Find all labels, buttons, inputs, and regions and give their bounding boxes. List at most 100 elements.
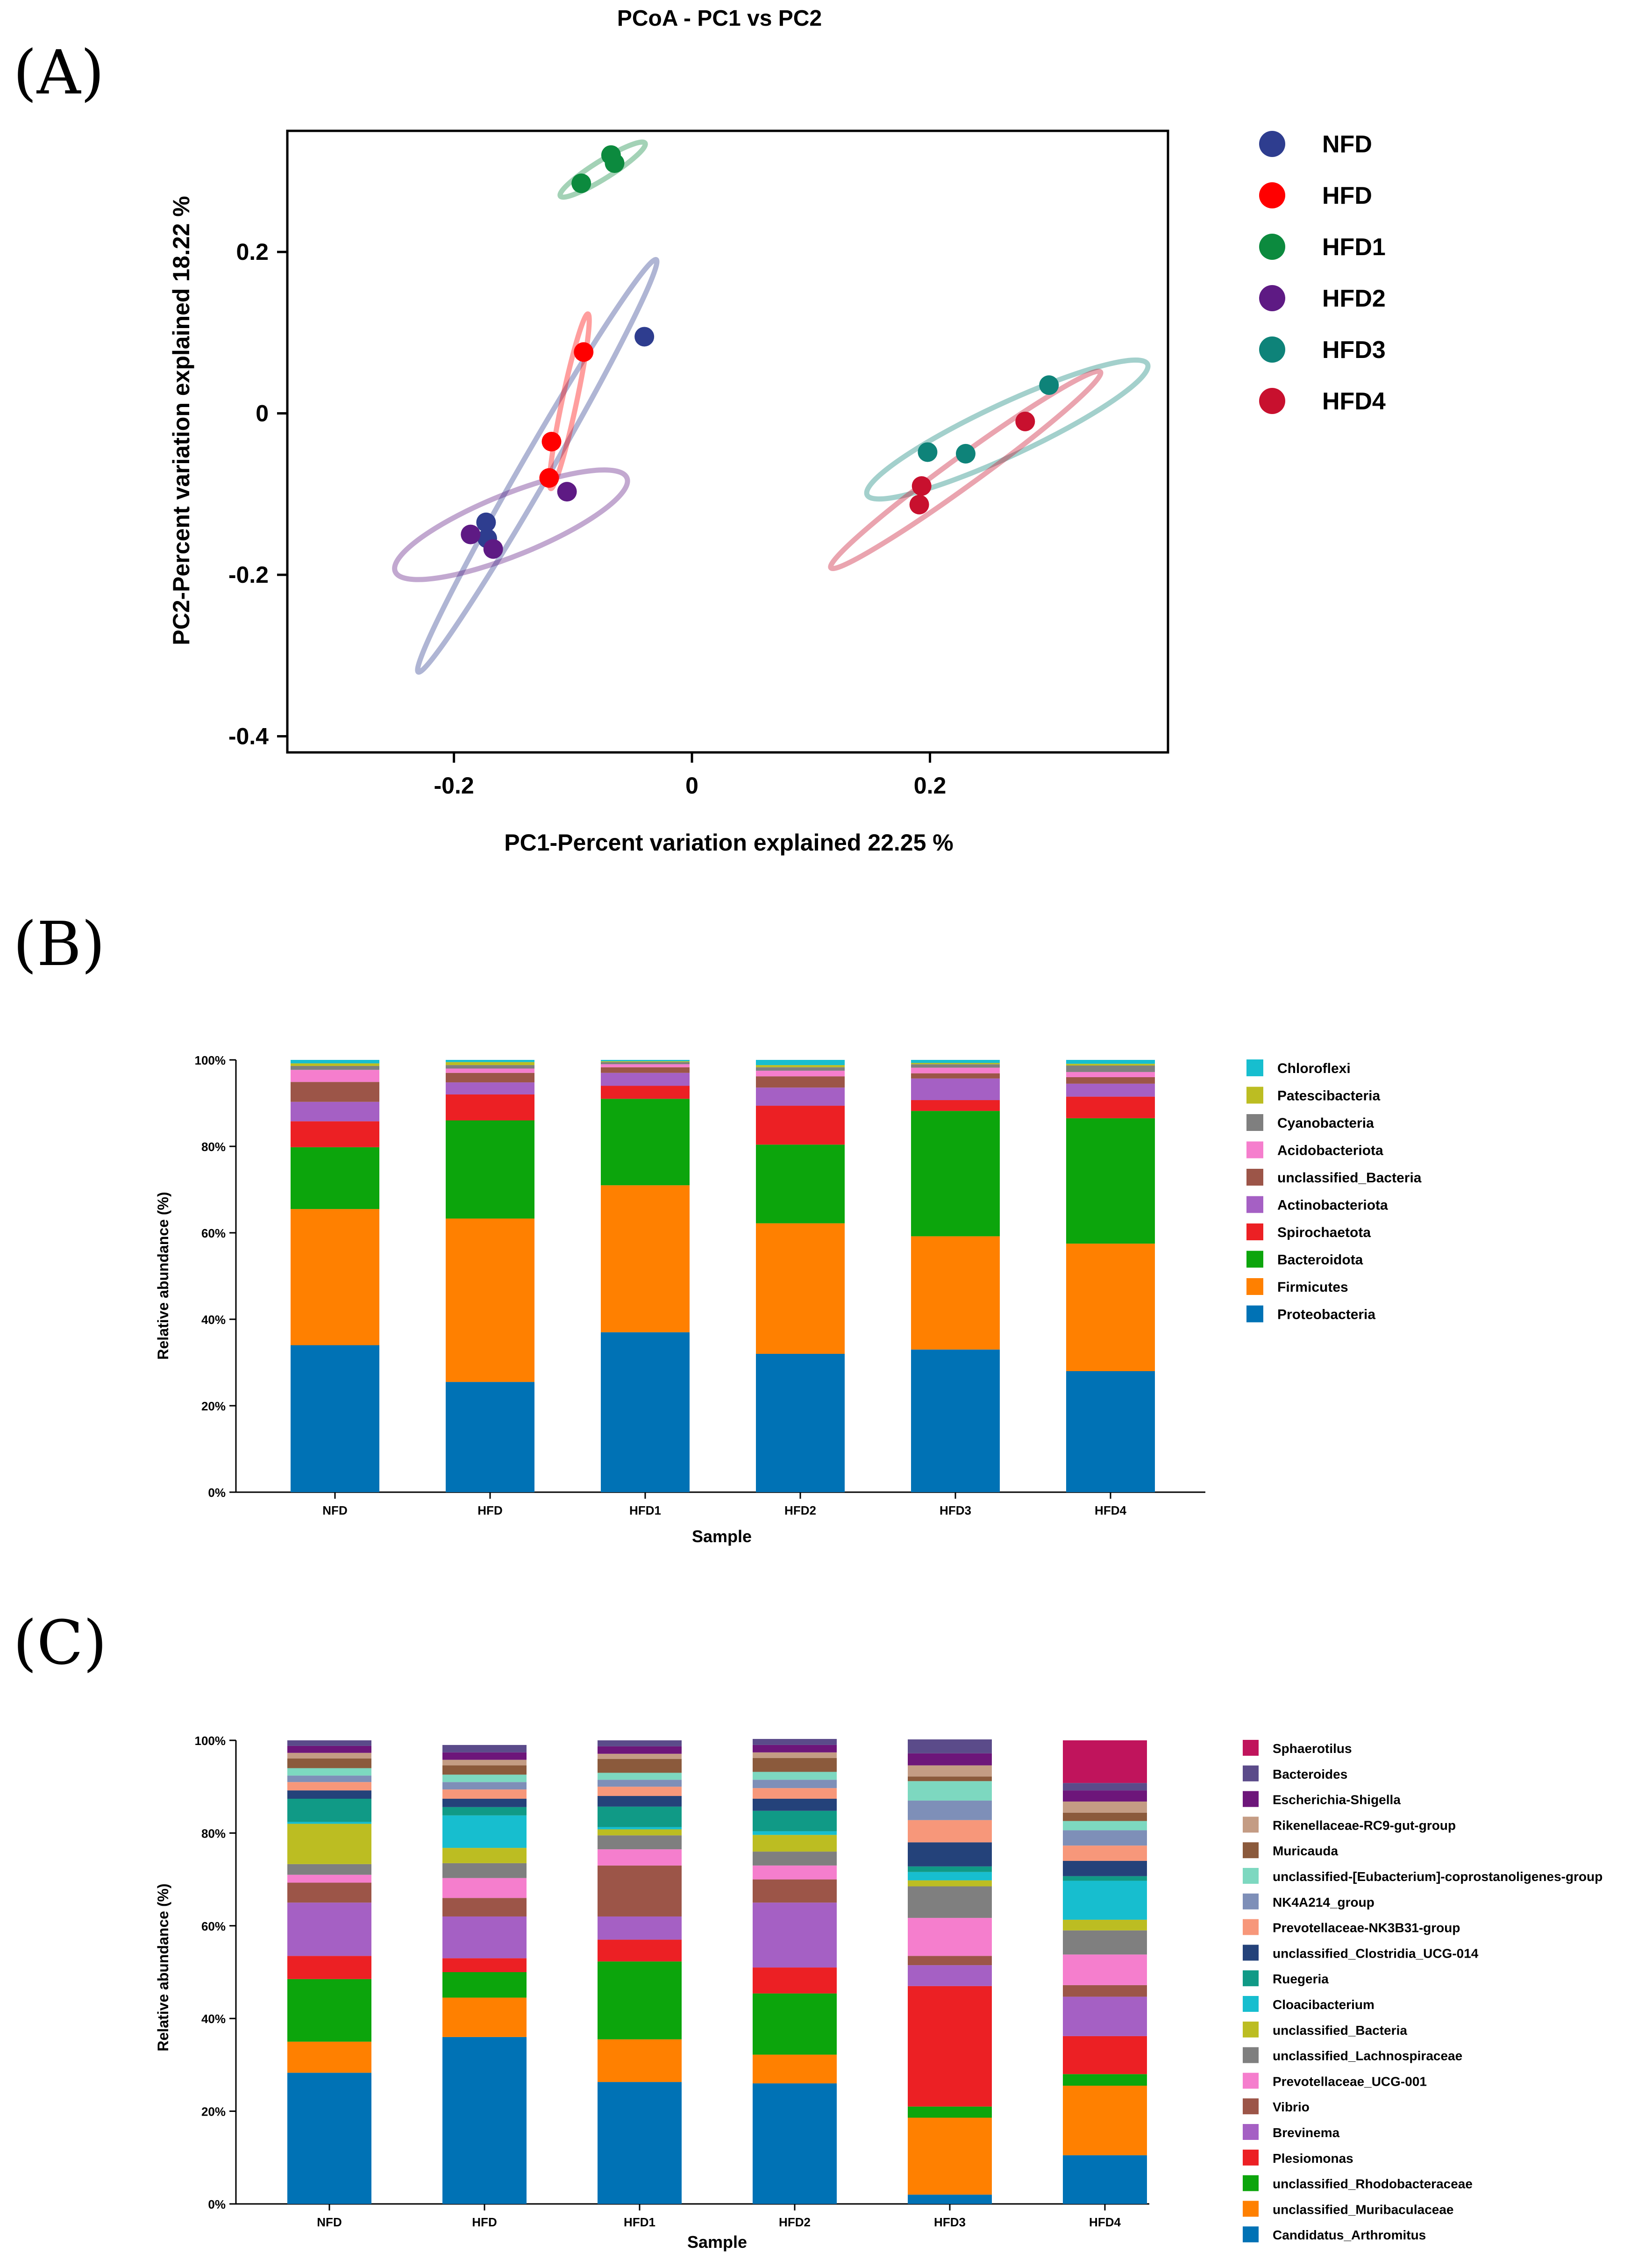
legend-swatch-vibrio — [1243, 2098, 1259, 2115]
bar-hfd3-unclassified-bacteria — [911, 1073, 1000, 1079]
x-tick-label-hfd3: HFD3 — [934, 2215, 966, 2229]
legend-label-unclassified-muribaculaceae: unclassified_Muribaculaceae — [1273, 2202, 1454, 2217]
bar-hfd4-prevotellaceae-ucg-001 — [1063, 1954, 1147, 1985]
legend-swatch-patescibacteria — [1246, 1087, 1263, 1104]
bar-hfd-unclassified-eubacterium-coprostanoligenes-group — [442, 1774, 527, 1782]
y-tick-label: 40% — [201, 1313, 226, 1327]
bar-nfd-candidatus-arthromitus — [287, 2073, 371, 2204]
legend-swatch-nk4a214-group — [1243, 1893, 1259, 1910]
bar-hfd4-cyanobacteria — [1066, 1066, 1155, 1072]
legend-label-unclassified-rhodobacteraceae: unclassified_Rhodobacteraceae — [1273, 2177, 1473, 2191]
legend-swatch-prevotellaceae-nk3b31-group — [1243, 1919, 1259, 1935]
bar-nfd-rikenellaceae-rc9-gut-group — [287, 1752, 371, 1759]
bar-nfd-brevinema — [287, 1902, 371, 1956]
bar-hfd4-firmicutes — [1066, 1244, 1155, 1371]
legend-swatch-cloacibacterium — [1243, 1996, 1259, 2012]
bar-nfd-unclassified-rhodobacteraceae — [287, 1979, 371, 2042]
bar-hfd-acidobacteriota — [446, 1068, 534, 1073]
bar-hfd4-unclassified-muribaculaceae — [1063, 2086, 1147, 2155]
y-tick-label: 80% — [201, 1826, 226, 1840]
bar-hfd1-unclassified-clostridia-ucg-014 — [598, 1796, 682, 1807]
pcoa-legend-marker-hfd1 — [1259, 234, 1285, 260]
x-tick-label-nfd: NFD — [322, 1503, 347, 1517]
bar-hfd4-bacteroides — [1063, 1783, 1147, 1791]
pcoa-legend-marker-hfd — [1259, 182, 1285, 208]
bar-hfd2-candidatus-arthromitus — [753, 2083, 837, 2204]
legend-swatch-brevinema — [1243, 2124, 1259, 2140]
bar-hfd3-firmicutes — [911, 1236, 1000, 1350]
x-tick-label-hfd4: HFD4 — [1089, 2215, 1121, 2229]
bar-nfd-chloroflexi — [291, 1060, 379, 1064]
legend-swatch-acidobacteriota — [1246, 1141, 1263, 1159]
legend-label-patescibacteria: Patescibacteria — [1277, 1088, 1380, 1104]
bar-nfd-unclassified-bacteria — [291, 1082, 379, 1102]
bar-hfd4-escherichia-shigella — [1063, 1790, 1147, 1802]
legend-swatch-candidatus-arthromitus — [1243, 2226, 1259, 2243]
bar-hfd-bacteroidota — [446, 1120, 534, 1219]
bar-hfd-chloroflexi — [446, 1060, 534, 1062]
pcoa-point-hfd4-2 — [911, 476, 932, 496]
bar-hfd1-escherichia-shigella — [598, 1746, 682, 1754]
legend-label-brevinema: Brevinema — [1273, 2125, 1340, 2140]
bar-hfd1-unclassified-bacteria — [601, 1067, 690, 1073]
pcoa-ellipse-hfd4 — [828, 368, 1104, 572]
bar-hfd4-vibrio — [1063, 1985, 1147, 1997]
bar-hfd-rikenellaceae-rc9-gut-group — [442, 1759, 527, 1766]
pcoa-point-nfd-2 — [476, 512, 496, 532]
bar-hfd3-proteobacteria — [911, 1349, 1000, 1492]
bar-hfd1-unclassified-bacteria — [598, 1829, 682, 1836]
pcoa-points — [461, 145, 1059, 559]
pcoa-plot-frame — [286, 129, 1169, 754]
bar-hfd2-unclassified-clostridia-ucg-014 — [753, 1798, 837, 1811]
bar-nfd-unclassified-bacteria — [287, 1824, 371, 1864]
bar-hfd2-bacteroides — [753, 1739, 837, 1745]
bar-nfd-bacteroides — [287, 1740, 371, 1746]
bar-hfd3-acidobacteriota — [911, 1067, 1000, 1073]
legend-swatch-chloroflexi — [1246, 1059, 1263, 1076]
bar-hfd3-actinobacteriota — [911, 1078, 1000, 1101]
bar-hfd-plesiomonas — [442, 1958, 527, 1972]
legend-swatch-unclassified-bacteria — [1246, 1169, 1263, 1186]
legend-label-vibrio: Vibrio — [1273, 2100, 1310, 2114]
bar-hfd1-unclassified-lachnospiraceae — [598, 1835, 682, 1850]
bar-hfd4-proteobacteria — [1066, 1371, 1155, 1492]
genus-y-axis-label: Relative abundance (%) — [155, 1883, 171, 2051]
bar-hfd4-candidatus-arthromitus — [1063, 2155, 1147, 2204]
pcoa-legend-label-nfd: NFD — [1322, 131, 1372, 158]
bar-nfd-escherichia-shigella — [287, 1745, 371, 1753]
legend-swatch-spirochaetota — [1246, 1223, 1263, 1240]
bar-hfd-firmicutes — [446, 1218, 534, 1382]
pcoa-legend-label-hfd4: HFD4 — [1322, 388, 1386, 415]
bar-nfd-spirochaetota — [291, 1121, 379, 1147]
bar-hfd2-chloroflexi — [756, 1060, 845, 1066]
pcoa-point-nfd-1 — [634, 327, 655, 347]
bar-hfd4-bacteroidota — [1066, 1118, 1155, 1244]
pcoa-legend-marker-hfd2 — [1259, 285, 1285, 311]
bar-hfd4-plesiomonas — [1063, 2036, 1147, 2074]
bar-hfd3-vibrio — [908, 1956, 992, 1966]
pcoa-point-hfd2-1 — [461, 524, 481, 544]
bar-hfd1-candidatus-arthromitus — [598, 2082, 682, 2204]
bar-hfd3-unclassified-eubacterium-coprostanoligenes-group — [908, 1781, 992, 1801]
bar-hfd4-unclassified-bacteria — [1063, 1919, 1147, 1931]
legend-label-escherichia-shigella: Escherichia-Shigella — [1273, 1793, 1401, 1807]
genus-legend: Sphaerotilus Bacteroides Escherichia-Shige… — [1243, 1740, 1602, 2243]
bar-hfd-cyanobacteria — [446, 1065, 534, 1069]
bar-nfd-cloacibacterium — [287, 1822, 371, 1824]
bar-hfd3-brevinema — [908, 1965, 992, 1986]
x-tick-label-hfd: HFD — [472, 2215, 497, 2229]
bar-hfd1-unclassified-eubacterium-coprostanoligenes-group — [598, 1773, 682, 1780]
y-tick-label: 60% — [201, 1226, 226, 1240]
pcoa-legend-label-hfd3: HFD3 — [1322, 336, 1386, 364]
bar-hfd4-acidobacteriota — [1066, 1072, 1155, 1077]
bar-nfd-ruegeria — [287, 1798, 371, 1822]
bar-hfd-nk4a214-group — [442, 1782, 527, 1790]
legend-label-unclassified-bacteria: unclassified_Bacteria — [1273, 2023, 1407, 2038]
pcoa-point-hfd-3 — [539, 468, 559, 488]
legend-label-chloroflexi: Chloroflexi — [1277, 1061, 1351, 1076]
bar-hfd3-nk4a214-group — [908, 1800, 992, 1820]
legend-swatch-muricauda — [1243, 1842, 1259, 1859]
bar-hfd2-rikenellaceae-rc9-gut-group — [753, 1752, 837, 1758]
legend-label-muricauda: Muricauda — [1273, 1844, 1338, 1858]
